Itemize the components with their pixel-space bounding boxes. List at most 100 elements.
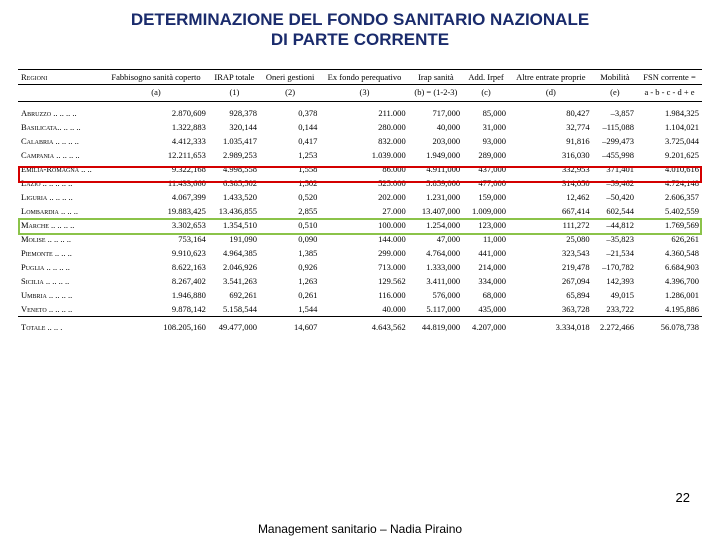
value-cell: 27.000 bbox=[320, 204, 408, 218]
value-cell: 576,000 bbox=[409, 288, 463, 302]
value-cell: 0,520 bbox=[260, 190, 320, 204]
value-cell: 6.385,502 bbox=[209, 176, 260, 190]
value-cell: 4.067,399 bbox=[103, 190, 209, 204]
value-cell: 1,502 bbox=[260, 176, 320, 190]
table-row: Liguria .. .. .. ..4.067,3991.433,5200,5… bbox=[18, 190, 702, 204]
value-cell: 25,080 bbox=[509, 232, 593, 246]
value-cell: 1.769,569 bbox=[637, 218, 702, 232]
value-cell: 5.859,000 bbox=[409, 176, 463, 190]
col-header: Ex fondo perequativo bbox=[320, 69, 408, 84]
col-header: Mobilità bbox=[593, 69, 637, 84]
table-row: Sicilia .. .. .. ..8.267,4023.541,2631,2… bbox=[18, 274, 702, 288]
value-cell: –299,473 bbox=[593, 134, 637, 148]
region-cell: Veneto .. .. .. .. bbox=[18, 302, 103, 317]
value-cell: 0,417 bbox=[260, 134, 320, 148]
value-cell: 203,000 bbox=[409, 134, 463, 148]
col-subheader: (1) bbox=[209, 84, 260, 101]
value-cell: 280.000 bbox=[320, 120, 408, 134]
value-cell: 1.286,001 bbox=[637, 288, 702, 302]
region-cell: Liguria .. .. .. .. bbox=[18, 190, 103, 204]
value-cell: 4.724,148 bbox=[637, 176, 702, 190]
value-cell: 1.039.000 bbox=[320, 148, 408, 162]
value-cell: 323,543 bbox=[509, 246, 593, 260]
total-label: Totale .. .. . bbox=[18, 316, 103, 337]
value-cell: 3.725,044 bbox=[637, 134, 702, 148]
value-cell: 80,427 bbox=[509, 101, 593, 120]
value-cell: 692,261 bbox=[209, 288, 260, 302]
total-cell: 108.205,160 bbox=[103, 316, 209, 337]
value-cell: 93,000 bbox=[463, 134, 509, 148]
table-row: Umbria .. .. .. ..1.946,880692,2610,2611… bbox=[18, 288, 702, 302]
table-head: RegioniFabbisogno sanità copertoIRAP tot… bbox=[18, 69, 702, 101]
col-subheader: (c) bbox=[463, 84, 509, 101]
value-cell: 49,015 bbox=[593, 288, 637, 302]
col-header: Altre entrate proprie bbox=[509, 69, 593, 84]
value-cell: 11,000 bbox=[463, 232, 509, 246]
value-cell: 1.946,880 bbox=[103, 288, 209, 302]
value-cell: 2.046,926 bbox=[209, 260, 260, 274]
table-row: Calabria .. .. .. ..4.412,3331.035,4170,… bbox=[18, 134, 702, 148]
value-cell: 602,544 bbox=[593, 204, 637, 218]
value-cell: 1,558 bbox=[260, 162, 320, 176]
col-header: Add. Irpef bbox=[463, 69, 509, 84]
value-cell: –50,420 bbox=[593, 190, 637, 204]
region-cell: Lazio .. .. .. .. .. bbox=[18, 176, 103, 190]
value-cell: 267,094 bbox=[509, 274, 593, 288]
region-cell: Marche .. .. .. .. bbox=[18, 218, 103, 232]
col-subheader: (3) bbox=[320, 84, 408, 101]
col-header: Regioni bbox=[18, 69, 103, 84]
value-cell: 111,272 bbox=[509, 218, 593, 232]
col-subheader: (2) bbox=[260, 84, 320, 101]
total-cell: 3.334,018 bbox=[509, 316, 593, 337]
value-cell: 435,000 bbox=[463, 302, 509, 317]
value-cell: 100.000 bbox=[320, 218, 408, 232]
col-header: Oneri gestioni bbox=[260, 69, 320, 84]
value-cell: 129.562 bbox=[320, 274, 408, 288]
value-cell: 2.989,253 bbox=[209, 148, 260, 162]
value-cell: 1,253 bbox=[260, 148, 320, 162]
value-cell: 0,144 bbox=[260, 120, 320, 134]
value-cell: –115,088 bbox=[593, 120, 637, 134]
value-cell: 91,816 bbox=[509, 134, 593, 148]
value-cell: 1.354,510 bbox=[209, 218, 260, 232]
value-cell: 202.000 bbox=[320, 190, 408, 204]
value-cell: 477,000 bbox=[463, 176, 509, 190]
value-cell: 31,000 bbox=[463, 120, 509, 134]
value-cell: 1.254,000 bbox=[409, 218, 463, 232]
value-cell: 928,378 bbox=[209, 101, 260, 120]
total-cell: 49.477,000 bbox=[209, 316, 260, 337]
value-cell: 86.000 bbox=[320, 162, 408, 176]
value-cell: 4.195,886 bbox=[637, 302, 702, 317]
value-cell: –35,823 bbox=[593, 232, 637, 246]
value-cell: 2,855 bbox=[260, 204, 320, 218]
total-row: Totale .. .. .108.205,16049.477,00014,60… bbox=[18, 316, 702, 337]
value-cell: 4.010,616 bbox=[637, 162, 702, 176]
value-cell: 2.870,609 bbox=[103, 101, 209, 120]
region-cell: Puglia .. .. .. .. bbox=[18, 260, 103, 274]
value-cell: 4.911,000 bbox=[409, 162, 463, 176]
col-subheader: (a) bbox=[103, 84, 209, 101]
region-cell: Piemonte .. .. .. bbox=[18, 246, 103, 260]
value-cell: 4.964,385 bbox=[209, 246, 260, 260]
table-row: Campania .. .. .. ..12.211,6532.989,2531… bbox=[18, 148, 702, 162]
total-cell: 4.643,562 bbox=[320, 316, 408, 337]
col-header: Irap sanità bbox=[409, 69, 463, 84]
value-cell: 0,378 bbox=[260, 101, 320, 120]
value-cell: 1.333,000 bbox=[409, 260, 463, 274]
value-cell: 371,401 bbox=[593, 162, 637, 176]
value-cell: 1.984,325 bbox=[637, 101, 702, 120]
value-cell: 441,000 bbox=[463, 246, 509, 260]
value-cell: 832.000 bbox=[320, 134, 408, 148]
value-cell: 1.231,000 bbox=[409, 190, 463, 204]
value-cell: 8.622,163 bbox=[103, 260, 209, 274]
page-number: 22 bbox=[676, 490, 690, 505]
table-row: Basilicata.. .. .. ..1.322,883320,1440,1… bbox=[18, 120, 702, 134]
value-cell: 4.412,333 bbox=[103, 134, 209, 148]
value-cell: 525.000 bbox=[320, 176, 408, 190]
value-cell: 11.433,660 bbox=[103, 176, 209, 190]
title-line1: DETERMINAZIONE DEL FONDO SANITARIO NAZIO… bbox=[131, 10, 589, 29]
value-cell: 144.000 bbox=[320, 232, 408, 246]
value-cell: 0,090 bbox=[260, 232, 320, 246]
value-cell: 40.000 bbox=[320, 302, 408, 317]
value-cell: 753,164 bbox=[103, 232, 209, 246]
